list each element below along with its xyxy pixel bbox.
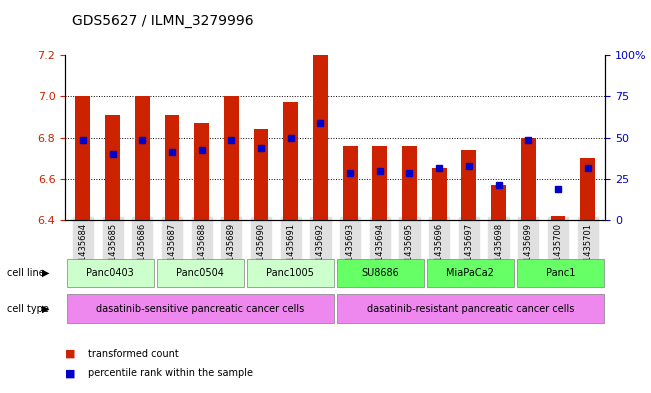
Bar bbox=[462, 150, 477, 220]
Text: MiaPaCa2: MiaPaCa2 bbox=[447, 268, 494, 278]
Text: Panc1005: Panc1005 bbox=[266, 268, 314, 278]
Bar bbox=[342, 146, 357, 220]
Bar bbox=[521, 138, 536, 220]
Bar bbox=[283, 103, 298, 220]
Bar bbox=[313, 55, 328, 220]
FancyBboxPatch shape bbox=[66, 259, 154, 287]
Bar bbox=[105, 115, 120, 220]
Text: cell type: cell type bbox=[7, 303, 48, 314]
Text: ■: ■ bbox=[65, 349, 76, 359]
Bar bbox=[135, 96, 150, 220]
Text: transformed count: transformed count bbox=[88, 349, 178, 359]
FancyBboxPatch shape bbox=[337, 294, 604, 323]
Text: SU8686: SU8686 bbox=[361, 268, 399, 278]
Bar bbox=[76, 96, 90, 220]
FancyBboxPatch shape bbox=[66, 294, 334, 323]
FancyBboxPatch shape bbox=[157, 259, 243, 287]
Text: GDS5627 / ILMN_3279996: GDS5627 / ILMN_3279996 bbox=[72, 14, 253, 28]
Text: ▶: ▶ bbox=[42, 268, 50, 278]
Text: ■: ■ bbox=[65, 368, 76, 378]
FancyBboxPatch shape bbox=[517, 259, 604, 287]
Bar bbox=[224, 96, 239, 220]
Text: Panc0504: Panc0504 bbox=[176, 268, 224, 278]
Bar bbox=[580, 158, 595, 220]
Bar bbox=[372, 146, 387, 220]
FancyBboxPatch shape bbox=[427, 259, 514, 287]
Bar bbox=[254, 129, 268, 220]
Text: cell line: cell line bbox=[7, 268, 44, 278]
Bar bbox=[194, 123, 209, 220]
Text: ▶: ▶ bbox=[42, 303, 50, 314]
Bar bbox=[432, 169, 447, 220]
Bar bbox=[165, 115, 180, 220]
Text: Panc0403: Panc0403 bbox=[86, 268, 134, 278]
Text: dasatinib-sensitive pancreatic cancer cells: dasatinib-sensitive pancreatic cancer ce… bbox=[96, 303, 304, 314]
Text: percentile rank within the sample: percentile rank within the sample bbox=[88, 368, 253, 378]
Bar bbox=[551, 216, 565, 220]
Text: dasatinib-resistant pancreatic cancer cells: dasatinib-resistant pancreatic cancer ce… bbox=[367, 303, 574, 314]
Text: Panc1: Panc1 bbox=[546, 268, 575, 278]
Bar bbox=[491, 185, 506, 220]
FancyBboxPatch shape bbox=[337, 259, 424, 287]
FancyBboxPatch shape bbox=[247, 259, 334, 287]
Bar bbox=[402, 146, 417, 220]
